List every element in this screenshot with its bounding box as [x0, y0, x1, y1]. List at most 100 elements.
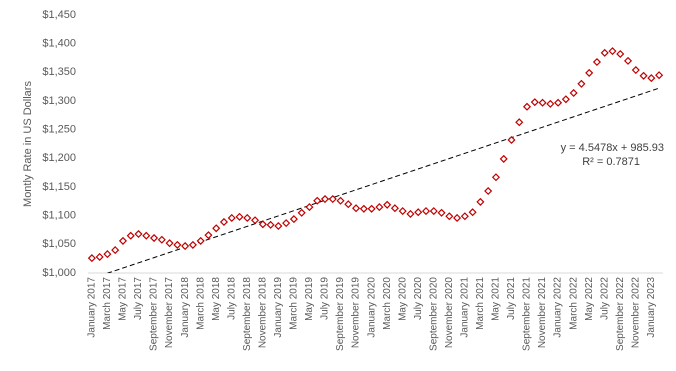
- data-point: [476, 197, 485, 206]
- data-point: [344, 200, 353, 209]
- data-point: [165, 239, 174, 248]
- x-tick-label: May 2018: [211, 277, 222, 321]
- x-tick-label: November 2017: [164, 277, 175, 349]
- x-tick-label: July 2017: [133, 277, 144, 320]
- x-tick-label: September 2017: [149, 277, 160, 351]
- x-tick-label: March 2021: [475, 277, 486, 330]
- data-point: [367, 204, 376, 213]
- data-point: [569, 88, 578, 98]
- data-point: [134, 229, 143, 239]
- y-tick-label: $1,400: [42, 38, 76, 50]
- data-point: [468, 208, 477, 217]
- data-point: [647, 74, 656, 83]
- data-point: [328, 194, 337, 204]
- data-point: [352, 204, 361, 213]
- data-point: [623, 56, 633, 65]
- trendline-equation: y = 4.5478x + 985.93: [561, 142, 664, 154]
- data-point: [258, 220, 267, 229]
- x-tick-label: July 2020: [413, 277, 424, 320]
- y-tick-label: $1,200: [42, 152, 76, 164]
- data-point: [181, 242, 190, 251]
- x-tick-label: September 2019: [335, 277, 346, 351]
- data-point: [561, 95, 570, 104]
- x-tick-label: May 2017: [118, 277, 129, 321]
- data-point: [453, 213, 462, 223]
- data-point: [522, 102, 532, 111]
- data-point: [437, 208, 446, 217]
- x-tick-label: November 2022: [630, 277, 641, 349]
- data-point: [157, 235, 166, 244]
- data-point: [585, 68, 594, 77]
- data-point: [103, 250, 112, 259]
- data-point: [499, 154, 508, 163]
- y-tick-label: $1,350: [42, 66, 76, 78]
- data-point: [266, 220, 275, 229]
- data-point: [359, 204, 368, 213]
- data-point: [142, 231, 151, 240]
- data-point: [297, 208, 306, 217]
- data-point: [87, 254, 96, 263]
- x-tick-label: May 2021: [491, 277, 502, 321]
- data-point: [219, 217, 229, 227]
- data-point: [188, 240, 197, 249]
- data-point: [577, 79, 586, 88]
- r-squared: R² = 0.7871: [582, 156, 640, 168]
- data-point: [429, 207, 438, 216]
- x-tick-label: March 2018: [195, 277, 206, 330]
- x-tick-label: January 2019: [273, 277, 284, 338]
- y-tick-label: $1,450: [42, 9, 76, 21]
- data-point: [421, 207, 431, 216]
- x-tick-label: March 2019: [289, 277, 300, 330]
- data-point: [608, 47, 617, 56]
- x-tick-label: January 2021: [459, 277, 470, 338]
- trendline-group: [106, 87, 660, 273]
- x-tick-label: January 2022: [553, 277, 564, 338]
- data-point: [289, 215, 298, 224]
- data-point: [282, 219, 291, 228]
- data-point: [383, 200, 392, 209]
- x-tick-label: November 2019: [351, 277, 362, 349]
- data-point: [320, 194, 330, 204]
- data-point: [111, 246, 120, 255]
- data-point: [305, 203, 314, 212]
- x-tick-label: January 2018: [180, 277, 191, 338]
- data-point: [600, 48, 609, 57]
- data-point: [655, 71, 664, 80]
- y-tick-label: $1,100: [42, 210, 76, 222]
- data-point: [390, 204, 399, 213]
- x-tick-label: May 2022: [584, 277, 595, 321]
- x-tick-label: September 2021: [522, 277, 533, 351]
- data-point: [460, 212, 469, 221]
- data-point: [375, 203, 384, 212]
- x-tick-label: July 2019: [320, 277, 331, 320]
- data-point: [398, 207, 407, 216]
- trendline: [106, 87, 660, 273]
- data-point: [515, 118, 524, 127]
- x-tick-label: March 2022: [568, 277, 579, 330]
- data-point: [484, 186, 493, 196]
- x-tick-label: July 2022: [599, 277, 610, 320]
- data-point: [149, 233, 159, 243]
- y-tick-label: $1,000: [42, 267, 76, 279]
- data-point: [204, 231, 213, 240]
- y-tick-label: $1,300: [42, 95, 76, 107]
- data-point: [414, 208, 423, 217]
- data-point: [243, 213, 252, 223]
- x-tick-label: March 2020: [382, 277, 393, 330]
- data-point: [616, 49, 625, 59]
- data-point: [639, 71, 648, 80]
- y-tick-label: $1,150: [42, 181, 76, 193]
- x-tick-label: November 2020: [444, 277, 455, 349]
- data-point: [227, 213, 236, 223]
- x-tick-label: January 2023: [646, 277, 657, 338]
- y-tick-label: $1,250: [42, 124, 76, 136]
- x-tick-label: January 2017: [87, 277, 98, 338]
- x-tick-label: November 2021: [537, 277, 548, 349]
- data-point: [592, 57, 602, 67]
- data-point: [173, 240, 182, 249]
- data-point: [126, 231, 135, 240]
- x-tick-label: January 2020: [366, 277, 377, 338]
- data-point: [313, 196, 322, 205]
- data-point: [118, 236, 128, 245]
